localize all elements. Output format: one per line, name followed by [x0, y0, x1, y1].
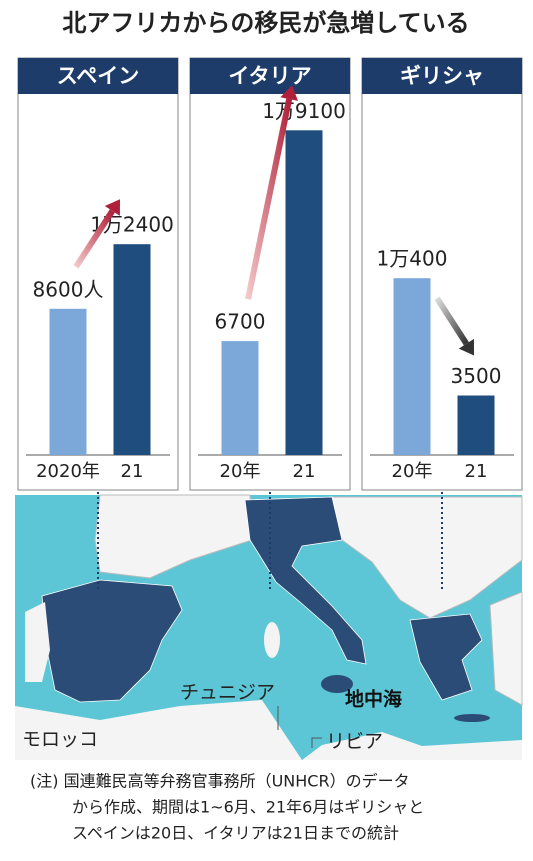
panel-title: イタリア — [228, 64, 311, 88]
spain — [41, 579, 183, 703]
note: スペインは20日、イタリアは21日までの統計 — [72, 824, 399, 843]
x-tick-label: 20年 — [220, 461, 261, 482]
greece — [409, 613, 483, 701]
panel-header — [190, 58, 350, 94]
x-tick-label: 20年 — [392, 461, 433, 482]
africa — [15, 700, 302, 760]
value-label: 3500 — [451, 364, 502, 388]
trend-arrow — [73, 209, 115, 269]
value-label: 8600人 — [33, 277, 104, 301]
note: (注) 国連難民高等弁務官事務所（UNHCR）のデータ — [30, 772, 410, 791]
leader-line — [311, 737, 322, 748]
bar — [457, 395, 495, 455]
bar — [221, 341, 259, 455]
title: 北アフリカからの移民が急増している — [62, 9, 469, 37]
panel-title: スペイン — [57, 64, 140, 88]
map-label: モロッコ — [22, 729, 98, 751]
value-label: 6700 — [215, 310, 266, 334]
panel — [361, 57, 523, 491]
x-tick-label: 2020年 — [36, 461, 100, 482]
map-label: チュニジア — [180, 682, 275, 704]
trend-arrow-head — [104, 199, 120, 216]
bar — [49, 308, 87, 455]
land — [489, 591, 523, 706]
x-tick-label: 21 — [293, 461, 316, 482]
italy — [244, 496, 367, 665]
trend-arrow-head — [280, 85, 298, 101]
map-label: 地中海 — [345, 688, 402, 711]
panel-title: ギリシャ — [400, 64, 484, 88]
trend-arrow-head — [458, 338, 474, 356]
panel — [17, 57, 179, 491]
x-tick-label: 21 — [121, 461, 144, 482]
portugal — [25, 602, 50, 682]
map: モロッコ チュニジア 地中海 リビア — [15, 492, 523, 760]
panel-header — [18, 58, 178, 94]
bar — [393, 278, 431, 455]
x-tick-label: 21 — [465, 461, 488, 482]
value-label: 1万400 — [377, 247, 448, 271]
africa — [302, 732, 522, 760]
value-label: 1万9100 — [262, 99, 346, 123]
panel-header — [362, 58, 522, 94]
sardinia — [264, 622, 280, 658]
sicily — [321, 675, 353, 693]
bar — [113, 244, 151, 455]
trend-arrow — [245, 98, 293, 300]
charts: スペイン8600人2020年1万240021イタリア670020年1万91002… — [17, 57, 523, 491]
map-label: リビア — [326, 731, 383, 753]
bar — [285, 130, 323, 456]
trend-arrow — [434, 296, 469, 346]
note: から作成、期間は1~6月、21年6月はギリシャと — [72, 798, 424, 817]
crete — [454, 714, 490, 722]
